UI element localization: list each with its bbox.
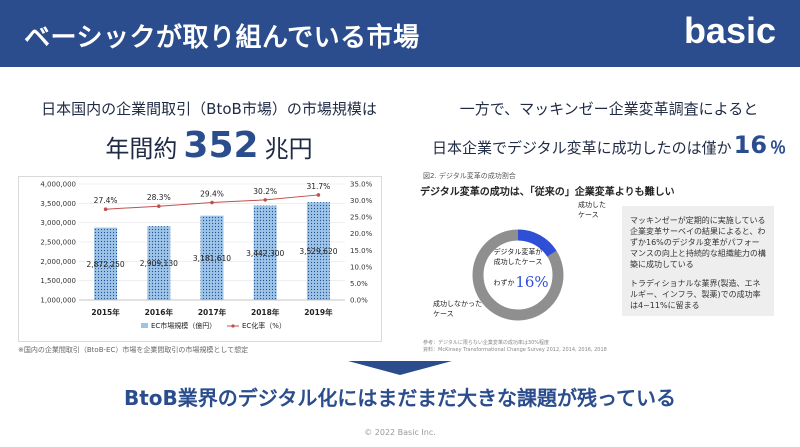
figure-source: 参考：デジタルに限らない企業変革の成功率は30%程度 資料：McKinsey T… — [423, 340, 607, 354]
x-tick-label: 2018年 — [251, 307, 280, 317]
ec-rate-point — [210, 200, 214, 205]
down-arrow-icon — [348, 361, 452, 375]
market-size-value: 352 — [183, 125, 259, 166]
note-paragraph-2: トラディショナルな業界(製造、エネルギー、インフラ、製薬)での成功率は4~11%… — [630, 279, 761, 310]
chart-footnote: ※国内の企業間取引（BtoB-EC）市場を企業間取引の市場規模として想定 — [18, 346, 249, 354]
x-tick-label: 2015年 — [91, 307, 120, 317]
y-left-tick-label: 2,500,000 — [40, 239, 76, 247]
x-tick-label: 2016年 — [145, 307, 174, 317]
y-right-tick-label: 35.0% — [350, 181, 373, 189]
success-label-1: 成功した — [578, 200, 606, 209]
mckinsey-note-box: マッキンゼーが定期的に実施している企業変革サーベイの結果によると、わずか16%の… — [622, 206, 774, 316]
basic-logo: basic — [683, 10, 776, 51]
bar-value-label: 3,181,610 — [193, 254, 231, 263]
figure-caption: 図2. デジタル変革の成功割合 — [423, 172, 516, 180]
bar-value-label: 3,442,300 — [246, 249, 284, 258]
bar-2019年 — [306, 202, 330, 300]
y-left-tick-label: 1,000,000 — [40, 297, 76, 305]
bar-value-label: 3,529,620 — [299, 247, 337, 256]
ec-rate-label: 30.2% — [253, 187, 277, 196]
dx-success-value: 16 — [733, 131, 768, 159]
ec-market-chart: 4,000,000 3,500,000 3,000,000 2,500,000 2,00… — [18, 176, 382, 342]
legend-bar-swatch — [141, 323, 148, 328]
donut-center-value: 16% — [515, 273, 548, 291]
page-title: ベーシックが取り組んでいる市場 — [24, 23, 420, 53]
x-tick-label: 2019年 — [304, 307, 333, 317]
y-left-tick-label: 3,000,000 — [40, 219, 76, 227]
donut-center-line2: 成功したケース — [494, 257, 543, 266]
y-right-tick-label: 5.0% — [350, 280, 368, 288]
y-right-tick-label: 25.0% — [350, 214, 373, 222]
dx-success-line2: 日本企業でデジタル変革に成功したのは僅か16 ％ — [418, 131, 800, 159]
dx-success-percent: ％ — [770, 138, 787, 157]
dx-success-heading: 一方で、マッキンゼー企業変革調査によると 日本企業でデジタル変革に成功したのは僅… — [418, 98, 800, 159]
bar-2016年 — [147, 226, 171, 300]
market-size-figure: 年間約 352 兆円 — [0, 125, 418, 166]
ec-rate-point — [316, 193, 321, 197]
y-left-tick-label: 2,000,000 — [40, 258, 76, 266]
market-size-prefix: 年間約 — [105, 135, 178, 163]
bar-2015年 — [94, 227, 118, 300]
fail-label-2: ケース — [433, 310, 454, 318]
y-right-tick-label: 20.0% — [350, 230, 373, 238]
donut-success-segment — [472, 229, 564, 321]
figure-title: デジタル変革の成功は、「従来の」企業変革よりも難しい — [420, 187, 675, 198]
donut-center-prefix: わずか — [494, 278, 515, 287]
fail-label-1: 成功しなかった — [433, 299, 482, 308]
market-size-heading: 日本国内の企業間取引（BtoB市場）の市場規模は 年間約 352 兆円 — [0, 98, 418, 166]
bar-value-label: 2,872,250 — [87, 260, 125, 269]
figure-source-line2: 資料：McKinsey Transformational Change Surv… — [423, 347, 607, 353]
legend-bar-label: EC市場規模（億円） — [151, 321, 216, 330]
market-size-unit: 兆円 — [264, 135, 313, 163]
x-tick-label: 2017年 — [198, 307, 227, 317]
bar-2018年 — [253, 205, 277, 300]
ec-rate-label: 29.4% — [200, 190, 224, 199]
header-bar: ベーシックが取り組んでいる市場 basic — [0, 0, 800, 67]
ec-rate-point — [157, 204, 161, 209]
y-right-tick-label: 15.0% — [350, 247, 373, 255]
bar-2017年 — [200, 215, 224, 300]
legend-line-marker — [231, 324, 235, 328]
bar-value-label: 2,909,130 — [140, 259, 178, 268]
market-size-subtitle: 日本国内の企業間取引（BtoB市場）の市場規模は — [41, 100, 377, 118]
ec-rate-point — [103, 207, 108, 211]
dx-success-line1: 一方で、マッキンゼー企業変革調査によると — [459, 100, 759, 118]
y-right-tick-label: 10.0% — [350, 263, 373, 271]
copyright-footer: © 2022 Basic Inc. — [364, 428, 436, 437]
ec-rate-label: 31.7% — [306, 182, 330, 191]
dx-success-text: 日本企業でデジタル変革に成功したのは僅か — [431, 139, 732, 157]
y-right-tick-label: 30.0% — [350, 197, 373, 205]
dx-success-donut: 成功した ケース 成功しなかった ケース デジタル変革が 成功したケース わずか… — [433, 200, 606, 321]
ec-rate-label: 27.4% — [94, 196, 118, 205]
note-paragraph-1: マッキンゼーが定期的に実施している企業変革サーベイの結果によると、わずか16%の… — [630, 216, 766, 269]
figure-source-line1: 参考：デジタルに限らない企業変革の成功率は30%程度 — [423, 340, 550, 346]
y-left-tick-label: 4,000,000 — [40, 181, 76, 189]
donut-center-line1: デジタル変革が — [494, 247, 543, 256]
ec-rate-label: 28.3% — [147, 193, 171, 202]
y-right-tick-label: 0.0% — [350, 297, 368, 305]
y-left-tick-label: 1,500,000 — [40, 277, 76, 285]
ec-rate-point — [263, 198, 267, 202]
conclusion-text: BtoB業界のデジタル化にはまだまだ大きな課題が残っている — [124, 386, 676, 410]
legend-line-label: EC化率（%） — [242, 321, 286, 330]
success-label-2: ケース — [578, 211, 599, 219]
y-left-tick-label: 3,500,000 — [40, 200, 76, 208]
